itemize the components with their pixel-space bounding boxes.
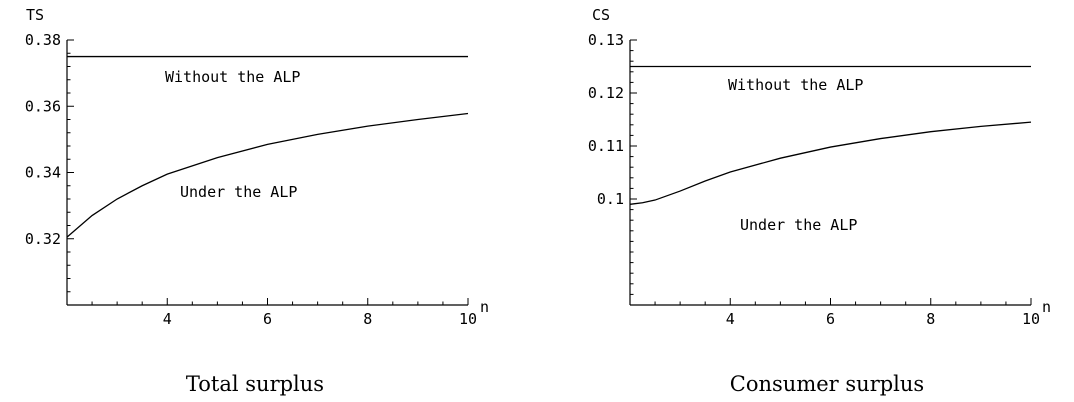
- x-tick-label: 8: [363, 310, 372, 328]
- y-tick-label: 0.38: [25, 31, 61, 49]
- y-tick-label: 0.11: [588, 137, 624, 155]
- y-tick-label: 0.36: [25, 97, 61, 115]
- y-tick-label: 0.34: [25, 164, 61, 182]
- caption: Total surplus: [186, 372, 324, 396]
- y-tick-label: 0.13: [588, 31, 624, 49]
- x-tick-label: 10: [459, 310, 477, 328]
- series-line-under-alp: [629, 121, 1032, 205]
- caption: Consumer surplus: [730, 372, 924, 396]
- series-label-under-alp: Under the ALP: [180, 183, 297, 201]
- y-tick-label: 0.32: [25, 230, 61, 248]
- consumer-surplus-chart: 4 6 8 10 0.13 0.12 0.11 0.1 CS n Without the AL…: [588, 6, 1051, 396]
- series-label-without-alp: Without the ALP: [728, 76, 863, 94]
- y-axis-label: CS: [592, 6, 610, 24]
- x-tick-label: 4: [163, 310, 172, 328]
- tick-labels: 4 6 8 10 0.13 0.12 0.11 0.1: [588, 31, 1040, 328]
- series-label-under-alp: Under the ALP: [740, 216, 857, 234]
- y-tick-label: 0.12: [588, 84, 624, 102]
- ticks: [66, 39, 469, 306]
- series-group: [66, 55, 469, 238]
- x-tick-label: 6: [826, 310, 835, 328]
- y-axis-label: TS: [26, 6, 44, 24]
- y-tick-label: 0.1: [597, 190, 624, 208]
- total-surplus-chart: 4 6 8 10 0.38 0.36 0.34 0.32 TS n Without the A…: [25, 6, 489, 396]
- x-tick-label: 6: [263, 310, 272, 328]
- x-axis-label: n: [480, 298, 489, 316]
- ticks: [629, 39, 1032, 306]
- series-line-under-alp: [66, 112, 469, 238]
- series-label-without-alp: Without the ALP: [165, 68, 300, 86]
- x-tick-label: 8: [926, 310, 935, 328]
- x-axis-label: n: [1042, 298, 1051, 316]
- x-tick-label: 4: [726, 310, 735, 328]
- tick-labels: 4 6 8 10 0.38 0.36 0.34 0.32: [25, 31, 477, 328]
- x-tick-label: 10: [1022, 310, 1040, 328]
- series-group: [629, 65, 1032, 205]
